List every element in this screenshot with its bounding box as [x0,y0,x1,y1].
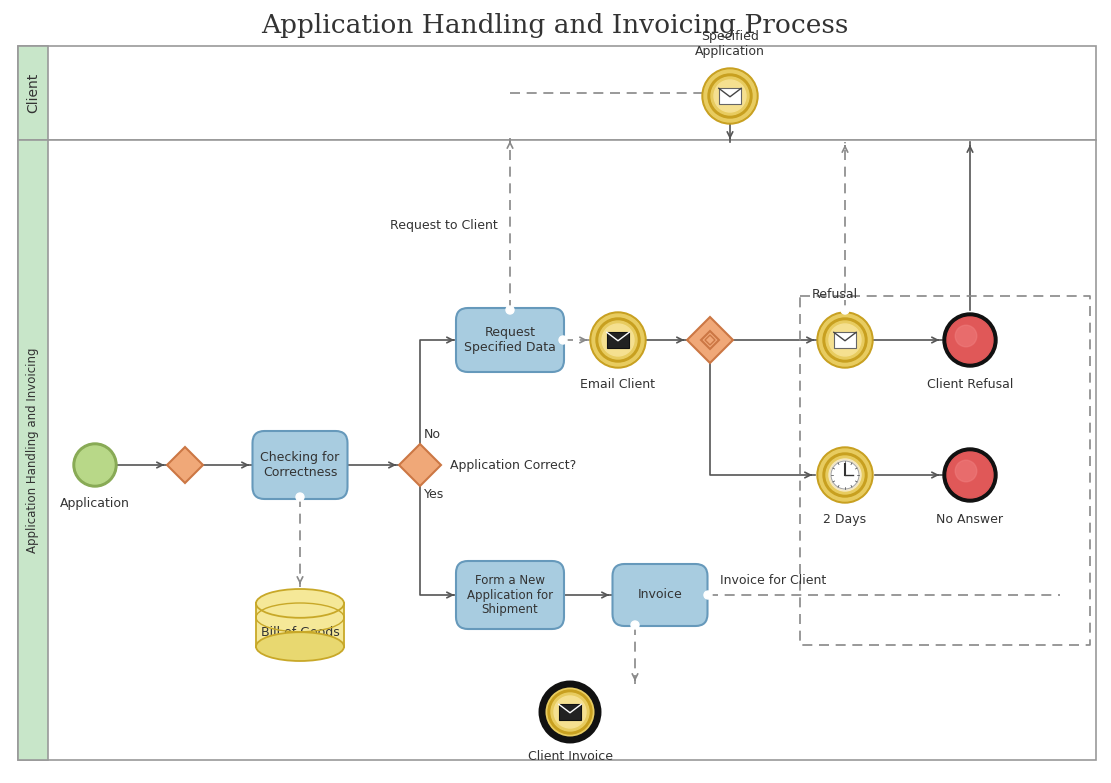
Text: Checking for
Correctness: Checking for Correctness [260,451,340,479]
Bar [18,46,48,140]
Circle shape [559,336,567,344]
FancyBboxPatch shape [456,308,564,372]
Circle shape [548,690,592,734]
Circle shape [704,70,755,122]
Text: Request to Client: Request to Client [390,218,498,232]
Text: No: No [424,428,441,442]
Text: Refusal: Refusal [812,288,858,301]
Bar [607,332,629,348]
Text: Specified
Application: Specified Application [695,30,765,58]
FancyBboxPatch shape [612,564,708,626]
Circle shape [631,621,639,629]
Circle shape [602,324,634,356]
Circle shape [943,448,997,502]
Polygon shape [399,444,441,486]
Bar [18,140,48,760]
Text: Request
Specified Data: Request Specified Data [464,326,556,354]
Polygon shape [687,317,733,363]
Circle shape [829,324,861,356]
Text: Bill of Goods: Bill of Goods [261,626,339,640]
Circle shape [825,321,864,359]
Polygon shape [167,447,203,483]
Circle shape [551,693,589,731]
Circle shape [76,446,114,484]
Circle shape [554,696,585,728]
Circle shape [702,68,758,124]
Circle shape [817,312,873,368]
Circle shape [823,318,867,362]
Circle shape [947,452,993,498]
Circle shape [943,313,997,367]
Bar [256,604,344,647]
Text: Yes: Yes [424,489,444,501]
Text: Invoice for Client: Invoice for Client [720,575,827,587]
Text: Invoice: Invoice [638,589,682,601]
Circle shape [506,306,514,314]
Circle shape [590,312,645,368]
Circle shape [955,460,977,482]
Circle shape [711,77,749,115]
FancyBboxPatch shape [456,561,564,629]
Text: 2 Days: 2 Days [823,513,867,526]
Circle shape [823,453,867,497]
Text: Client Refusal: Client Refusal [927,378,1013,391]
Circle shape [704,591,712,599]
Circle shape [599,321,637,359]
Circle shape [714,80,745,112]
Circle shape [829,459,861,491]
Circle shape [817,447,873,503]
Circle shape [296,493,304,501]
Text: Application: Application [60,497,130,510]
Text: Application Handling and Invoicing: Application Handling and Invoicing [27,347,40,553]
Text: No Answer: No Answer [937,513,1003,526]
Circle shape [841,306,849,314]
Circle shape [592,314,644,366]
Circle shape [831,461,859,489]
Text: Application Handling and Invoicing Process: Application Handling and Invoicing Proce… [261,13,849,38]
Circle shape [73,443,117,487]
Text: Form a New
Application for
Shipment: Form a New Application for Shipment [467,573,553,616]
Bar [18,140,1095,760]
Text: Client: Client [26,73,40,113]
Circle shape [542,684,598,740]
Circle shape [819,314,871,366]
Circle shape [955,325,977,347]
Text: Client Invoice: Client Invoice [528,750,612,763]
Circle shape [819,449,871,501]
Circle shape [595,318,640,362]
Circle shape [825,456,864,494]
Bar [18,46,1095,140]
Circle shape [947,317,993,363]
Text: Application Correct?: Application Correct? [450,459,577,471]
FancyBboxPatch shape [252,431,348,499]
Ellipse shape [256,589,344,618]
Text: Email Client: Email Client [581,378,655,391]
Bar [833,332,857,348]
Circle shape [544,686,595,738]
Bar [719,88,741,103]
Ellipse shape [256,632,344,661]
Circle shape [708,74,752,118]
Bar [559,704,581,720]
